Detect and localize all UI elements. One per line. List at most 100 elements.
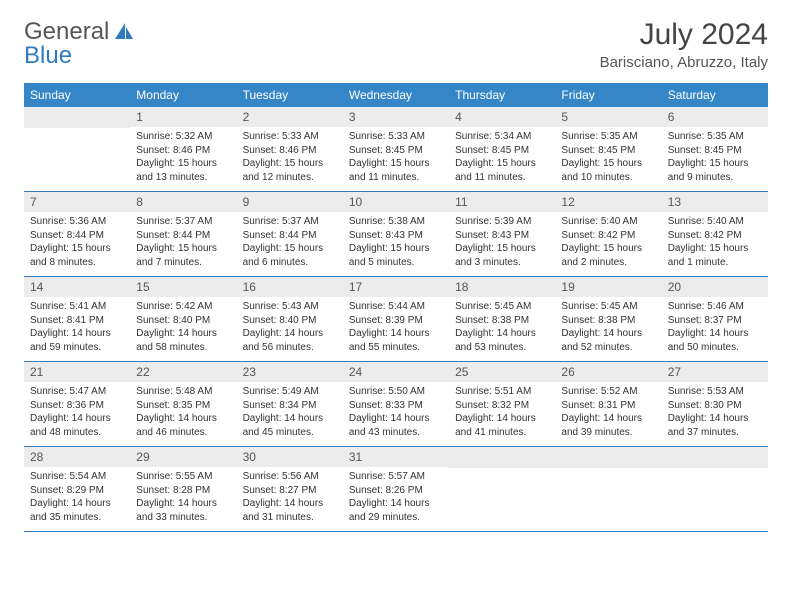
daylight1-text: Daylight: 15 hours (668, 242, 762, 256)
calendar-cell (24, 107, 130, 191)
sunrise-text: Sunrise: 5:52 AM (561, 385, 655, 399)
sunset-text: Sunset: 8:40 PM (136, 314, 230, 328)
day-details: Sunrise: 5:47 AMSunset: 8:36 PMDaylight:… (24, 382, 130, 445)
daylight1-text: Daylight: 14 hours (455, 327, 549, 341)
daylight1-text: Daylight: 14 hours (561, 412, 655, 426)
sunrise-text: Sunrise: 5:47 AM (30, 385, 124, 399)
calendar-body: 1Sunrise: 5:32 AMSunset: 8:46 PMDaylight… (24, 107, 768, 532)
sunrise-text: Sunrise: 5:41 AM (30, 300, 124, 314)
calendar-cell (555, 447, 661, 531)
daylight2-text: and 13 minutes. (136, 171, 230, 185)
calendar-cell: 21Sunrise: 5:47 AMSunset: 8:36 PMDayligh… (24, 362, 130, 446)
sunset-text: Sunset: 8:39 PM (349, 314, 443, 328)
sail-icon (113, 21, 135, 44)
day-number: 18 (449, 277, 555, 297)
daylight1-text: Daylight: 14 hours (349, 497, 443, 511)
daylight1-text: Daylight: 14 hours (136, 412, 230, 426)
day-number: 23 (237, 362, 343, 382)
calendar-cell: 5Sunrise: 5:35 AMSunset: 8:45 PMDaylight… (555, 107, 661, 191)
day-details: Sunrise: 5:41 AMSunset: 8:41 PMDaylight:… (24, 297, 130, 360)
calendar-cell: 3Sunrise: 5:33 AMSunset: 8:45 PMDaylight… (343, 107, 449, 191)
day-details: Sunrise: 5:52 AMSunset: 8:31 PMDaylight:… (555, 382, 661, 445)
calendar-cell: 9Sunrise: 5:37 AMSunset: 8:44 PMDaylight… (237, 192, 343, 276)
weekday-header: Friday (555, 83, 661, 107)
daylight2-text: and 55 minutes. (349, 341, 443, 355)
calendar-row: 7Sunrise: 5:36 AMSunset: 8:44 PMDaylight… (24, 192, 768, 277)
calendar-cell: 23Sunrise: 5:49 AMSunset: 8:34 PMDayligh… (237, 362, 343, 446)
daylight2-text: and 41 minutes. (455, 426, 549, 440)
day-number: 8 (130, 192, 236, 212)
location: Barisciano, Abruzzo, Italy (600, 54, 768, 71)
day-details: Sunrise: 5:34 AMSunset: 8:45 PMDaylight:… (449, 127, 555, 190)
sunrise-text: Sunrise: 5:33 AM (349, 130, 443, 144)
daylight2-text: and 2 minutes. (561, 256, 655, 270)
daylight2-text: and 59 minutes. (30, 341, 124, 355)
sunrise-text: Sunrise: 5:40 AM (668, 215, 762, 229)
sunrise-text: Sunrise: 5:44 AM (349, 300, 443, 314)
day-details: Sunrise: 5:45 AMSunset: 8:38 PMDaylight:… (555, 297, 661, 360)
calendar-cell: 8Sunrise: 5:37 AMSunset: 8:44 PMDaylight… (130, 192, 236, 276)
sunrise-text: Sunrise: 5:50 AM (349, 385, 443, 399)
sunset-text: Sunset: 8:28 PM (136, 484, 230, 498)
day-number: 25 (449, 362, 555, 382)
day-number: 14 (24, 277, 130, 297)
calendar-row: 28Sunrise: 5:54 AMSunset: 8:29 PMDayligh… (24, 447, 768, 532)
weekday-header: Thursday (449, 83, 555, 107)
calendar-cell: 10Sunrise: 5:38 AMSunset: 8:43 PMDayligh… (343, 192, 449, 276)
day-number: 6 (662, 107, 768, 127)
sunset-text: Sunset: 8:45 PM (668, 144, 762, 158)
weekday-header: Monday (130, 83, 236, 107)
sunset-text: Sunset: 8:46 PM (243, 144, 337, 158)
calendar-row: 1Sunrise: 5:32 AMSunset: 8:46 PMDaylight… (24, 107, 768, 192)
day-details: Sunrise: 5:32 AMSunset: 8:46 PMDaylight:… (130, 127, 236, 190)
sunset-text: Sunset: 8:36 PM (30, 399, 124, 413)
daylight1-text: Daylight: 14 hours (243, 497, 337, 511)
sunset-text: Sunset: 8:44 PM (30, 229, 124, 243)
sunset-text: Sunset: 8:44 PM (136, 229, 230, 243)
calendar-cell: 1Sunrise: 5:32 AMSunset: 8:46 PMDaylight… (130, 107, 236, 191)
sunset-text: Sunset: 8:37 PM (668, 314, 762, 328)
brand-part2: Blue (24, 42, 72, 70)
sunrise-text: Sunrise: 5:32 AM (136, 130, 230, 144)
daylight1-text: Daylight: 14 hours (561, 327, 655, 341)
calendar-cell: 2Sunrise: 5:33 AMSunset: 8:46 PMDaylight… (237, 107, 343, 191)
daylight2-text: and 43 minutes. (349, 426, 443, 440)
daylight1-text: Daylight: 15 hours (455, 157, 549, 171)
daylight2-text: and 9 minutes. (668, 171, 762, 185)
calendar-cell: 17Sunrise: 5:44 AMSunset: 8:39 PMDayligh… (343, 277, 449, 361)
sunrise-text: Sunrise: 5:37 AM (243, 215, 337, 229)
day-details: Sunrise: 5:50 AMSunset: 8:33 PMDaylight:… (343, 382, 449, 445)
day-details: Sunrise: 5:33 AMSunset: 8:46 PMDaylight:… (237, 127, 343, 190)
daylight2-text: and 5 minutes. (349, 256, 443, 270)
daylight1-text: Daylight: 14 hours (136, 497, 230, 511)
day-details: Sunrise: 5:53 AMSunset: 8:30 PMDaylight:… (662, 382, 768, 445)
daylight2-text: and 10 minutes. (561, 171, 655, 185)
calendar-cell: 30Sunrise: 5:56 AMSunset: 8:27 PMDayligh… (237, 447, 343, 531)
daylight1-text: Daylight: 14 hours (349, 327, 443, 341)
day-number: 9 (237, 192, 343, 212)
daylight2-text: and 37 minutes. (668, 426, 762, 440)
day-number (555, 447, 661, 468)
sunrise-text: Sunrise: 5:33 AM (243, 130, 337, 144)
day-number (24, 107, 130, 128)
day-number (662, 447, 768, 468)
day-number: 29 (130, 447, 236, 467)
brand-line2: Blue (24, 42, 72, 70)
calendar-cell: 11Sunrise: 5:39 AMSunset: 8:43 PMDayligh… (449, 192, 555, 276)
day-number: 30 (237, 447, 343, 467)
weekday-header: Wednesday (343, 83, 449, 107)
sunset-text: Sunset: 8:45 PM (349, 144, 443, 158)
day-number: 16 (237, 277, 343, 297)
sunrise-text: Sunrise: 5:56 AM (243, 470, 337, 484)
sunset-text: Sunset: 8:34 PM (243, 399, 337, 413)
sunrise-text: Sunrise: 5:55 AM (136, 470, 230, 484)
sunrise-text: Sunrise: 5:43 AM (243, 300, 337, 314)
day-number: 27 (662, 362, 768, 382)
day-number: 13 (662, 192, 768, 212)
sunrise-text: Sunrise: 5:49 AM (243, 385, 337, 399)
daylight1-text: Daylight: 15 hours (668, 157, 762, 171)
sunset-text: Sunset: 8:35 PM (136, 399, 230, 413)
sunrise-text: Sunrise: 5:53 AM (668, 385, 762, 399)
sunrise-text: Sunrise: 5:45 AM (561, 300, 655, 314)
daylight2-text: and 11 minutes. (455, 171, 549, 185)
